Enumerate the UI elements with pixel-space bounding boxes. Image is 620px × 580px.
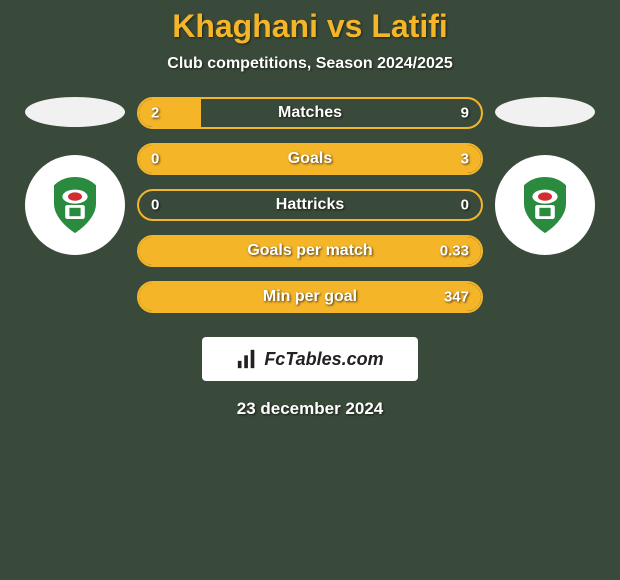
- comparison-row: 2 Matches 9 0 Goals 3 0 Hattricks 0 Goals per mat…: [0, 97, 620, 313]
- right-club-badge: [495, 155, 595, 255]
- left-player-col: [25, 97, 125, 255]
- subtitle: Club competitions, Season 2024/2025: [167, 55, 452, 73]
- stat-right-value: 0.33: [440, 243, 469, 260]
- stat-right-value: 0: [461, 197, 469, 214]
- stat-label: Hattricks: [276, 196, 344, 214]
- bar-chart-icon: [236, 348, 258, 370]
- stat-right-value: 9: [461, 105, 469, 122]
- right-player-avatar-placeholder: [495, 97, 595, 127]
- stat-bar: 0 Goals 3: [137, 143, 483, 175]
- stat-left-value: 0: [151, 197, 159, 214]
- stat-label: Goals: [288, 150, 332, 168]
- site-logo[interactable]: FcTables.com: [202, 337, 418, 381]
- club-badge-icon: [510, 170, 580, 240]
- generated-date: 23 december 2024: [237, 399, 384, 419]
- stat-label: Min per goal: [263, 288, 357, 306]
- stat-column: 2 Matches 9 0 Goals 3 0 Hattricks 0 Goals per mat…: [137, 97, 483, 313]
- stat-bar: Min per goal 347: [137, 281, 483, 313]
- stat-label: Matches: [278, 104, 342, 122]
- club-badge-icon: [40, 170, 110, 240]
- stat-fill: [139, 99, 201, 127]
- left-player-avatar-placeholder: [25, 97, 125, 127]
- stat-left-value: 0: [151, 151, 159, 168]
- stat-right-value: 3: [461, 151, 469, 168]
- stat-bar: 0 Hattricks 0: [137, 189, 483, 221]
- stat-bar: 2 Matches 9: [137, 97, 483, 129]
- left-club-badge: [25, 155, 125, 255]
- page-title: Khaghani vs Latifi: [172, 8, 448, 45]
- site-logo-text: FcTables.com: [264, 349, 383, 370]
- stat-right-value: 347: [444, 289, 469, 306]
- stat-label: Goals per match: [247, 242, 372, 260]
- stat-bar: Goals per match 0.33: [137, 235, 483, 267]
- stat-left-value: 2: [151, 105, 159, 122]
- right-player-col: [495, 97, 595, 255]
